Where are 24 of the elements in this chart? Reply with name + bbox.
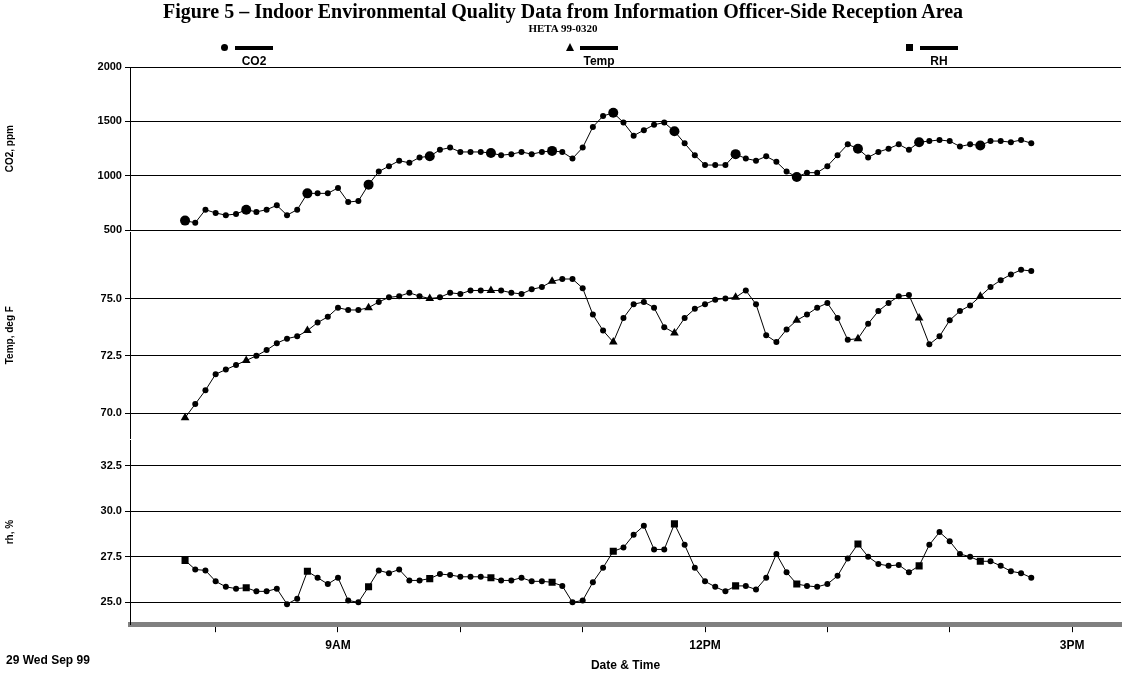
y-tick-label: 1000 bbox=[97, 168, 122, 181]
x-tick-label: 9AM bbox=[325, 637, 351, 652]
legend-label: CO2 bbox=[240, 54, 268, 68]
y-tick-label: 72.5 bbox=[100, 348, 122, 361]
text: 29 Wed Sep 99 bbox=[6, 653, 90, 667]
y-tick-label: 2000 bbox=[97, 60, 122, 73]
x-axis-title: Date & Time bbox=[590, 658, 661, 673]
legend-label: RH bbox=[929, 54, 949, 68]
chart-title: Figure 5 – Indoor Environmental Quality Data from Information Officer-Side Reception Area bbox=[161, 0, 965, 23]
chart-subtitle: HETA 99-0320 bbox=[527, 22, 599, 34]
y-axis-title: Temp, deg F bbox=[3, 306, 15, 365]
y-tick-label: 500 bbox=[103, 223, 122, 236]
y-tick-label: 25.0 bbox=[100, 595, 122, 608]
y-tick-label: 70.0 bbox=[100, 406, 122, 419]
y-tick-label: 32.5 bbox=[100, 458, 122, 471]
legend-label: Temp bbox=[582, 54, 616, 68]
y-tick-label: 1500 bbox=[97, 114, 122, 127]
y-axis-title: CO2, ppm bbox=[3, 124, 15, 173]
x-tick-label: 12PM bbox=[689, 637, 721, 652]
y-tick-label: 75.0 bbox=[100, 291, 122, 304]
y-tick-label: 27.5 bbox=[100, 549, 122, 562]
x-tick-label: 3PM bbox=[1059, 637, 1085, 652]
y-axis-title: rh, % bbox=[3, 519, 15, 545]
y-tick-label: 30.0 bbox=[100, 504, 122, 517]
